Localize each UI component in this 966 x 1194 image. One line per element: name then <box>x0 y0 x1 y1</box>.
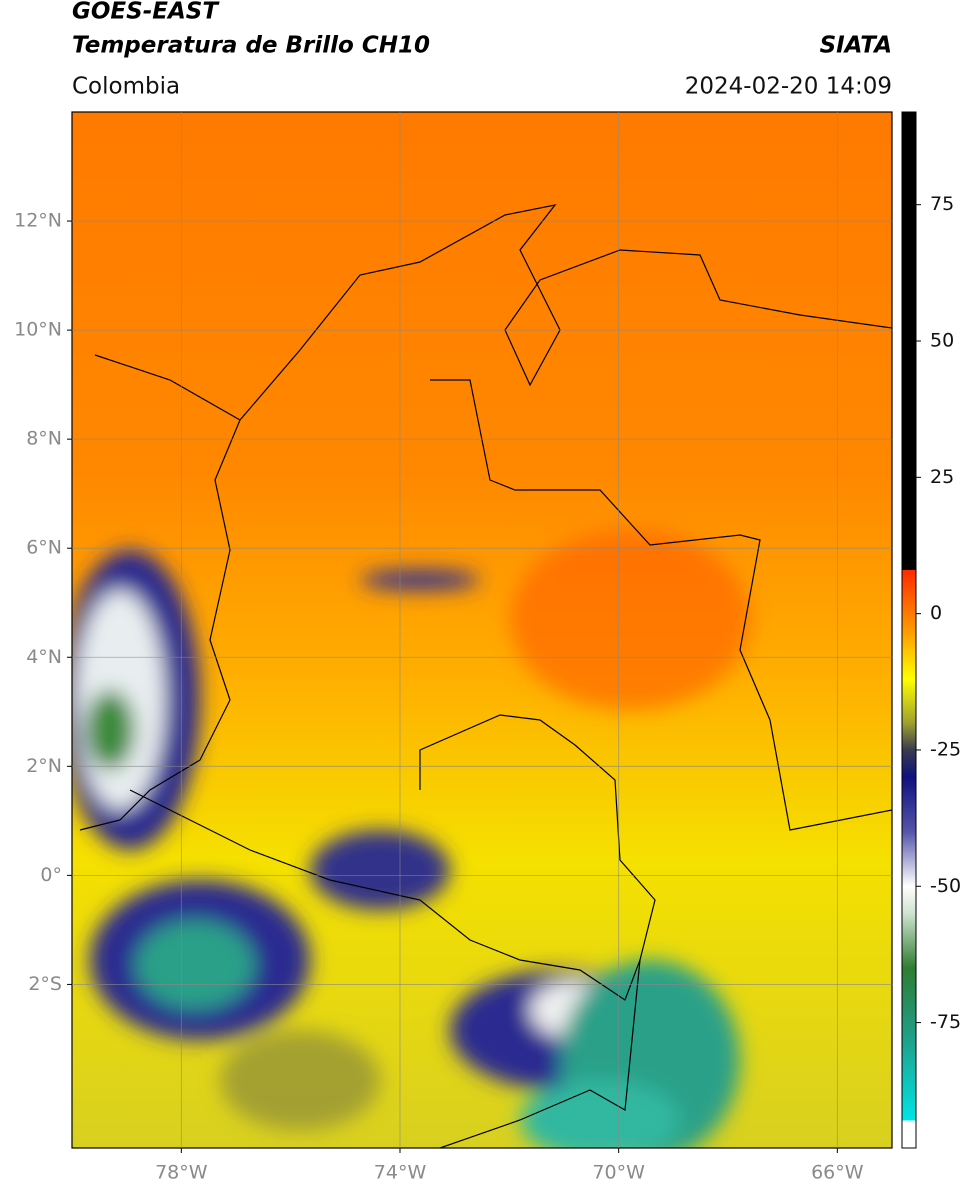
datetime: 2024-02-20 14:09 <box>685 74 892 100</box>
colorbar-tick-label: -50 <box>930 875 961 897</box>
x-tick-label: 70°W <box>592 1162 645 1184</box>
y-tick-label: 10°N <box>14 319 62 341</box>
satellite-image <box>72 112 892 1148</box>
x-tick-label: 66°W <box>811 1162 864 1184</box>
region: Colombia <box>72 74 180 100</box>
colorbar-tick-label: 50 <box>930 330 954 352</box>
satellite-title: GOES-EAST <box>72 0 220 25</box>
product-title: Temperatura de Brillo CH10 <box>72 33 430 59</box>
colorbar-tick-label: -75 <box>930 1011 961 1033</box>
x-tick-label: 74°W <box>374 1162 427 1184</box>
colorbar-tick-label: 75 <box>930 193 954 215</box>
y-tick-label: 8°N <box>26 428 62 450</box>
map-frame <box>71 111 893 1149</box>
y-tick-label: 12°N <box>14 210 62 232</box>
y-tick-label: 2°N <box>26 755 62 777</box>
colorbar <box>901 111 917 1149</box>
y-tick-label: 4°N <box>26 646 62 668</box>
y-tick-label: 6°N <box>26 537 62 559</box>
colorbar-tick-label: 25 <box>930 466 954 488</box>
y-tick-label: 2°S <box>28 973 62 995</box>
source: SIATA <box>820 33 892 59</box>
y-tick-label: 0° <box>40 864 62 886</box>
colorbar-tick-label: -25 <box>930 738 961 760</box>
x-tick-label: 78°W <box>155 1162 208 1184</box>
colorbar-tick-label: 0 <box>930 602 942 624</box>
